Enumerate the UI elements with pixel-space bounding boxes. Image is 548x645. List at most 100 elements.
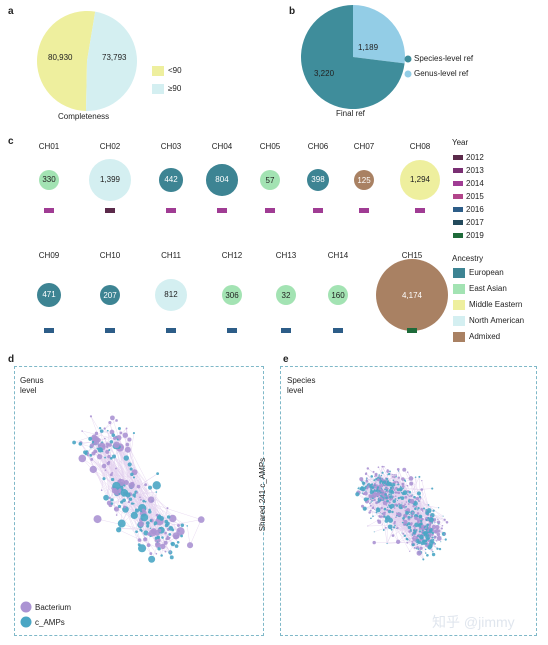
species-net-node xyxy=(372,499,375,501)
genus-net-edge xyxy=(119,447,151,488)
species-net-node xyxy=(440,527,443,530)
genus-net-node xyxy=(97,453,100,457)
species-net-node xyxy=(390,484,393,487)
species-net-node xyxy=(420,522,423,526)
species-net-node xyxy=(385,486,387,489)
genus-net-node xyxy=(116,438,119,441)
species-net-node xyxy=(407,515,411,519)
species-net-node xyxy=(427,539,431,543)
species-net-node xyxy=(378,497,380,499)
species-net-node xyxy=(370,475,374,478)
species-net-node xyxy=(408,511,411,513)
species-net-node xyxy=(383,465,385,468)
species-net-node xyxy=(384,500,386,502)
genus-net-node xyxy=(125,427,128,430)
species-net-node xyxy=(423,530,429,536)
species-net-node xyxy=(409,540,411,542)
species-net-node xyxy=(370,499,373,501)
species-net-node xyxy=(391,473,393,476)
genus-net-node xyxy=(98,426,102,430)
species-net-node xyxy=(402,504,406,508)
species-net-node xyxy=(394,524,396,527)
genus-net-node xyxy=(116,527,122,533)
species-net-node xyxy=(395,539,401,544)
species-net-node xyxy=(397,476,401,479)
species-net-node xyxy=(396,527,397,529)
sample-label-ch09: CH09 xyxy=(38,251,60,260)
species-net-node xyxy=(427,519,429,521)
species-net-node xyxy=(418,514,423,519)
ancestry-label-4: Admixed xyxy=(469,332,501,341)
species-net-node xyxy=(443,518,446,521)
species-net-node xyxy=(391,490,395,494)
genus-net-node xyxy=(109,440,114,444)
species-net-node xyxy=(382,523,383,525)
species-network-title: Species level xyxy=(287,376,316,395)
pie-final-ref-value-2: 1,189 xyxy=(358,43,379,52)
genus-net-node xyxy=(89,453,93,457)
species-net-node xyxy=(414,507,417,511)
species-net-node xyxy=(365,487,369,490)
genus-net-node xyxy=(104,456,107,459)
species-net-node xyxy=(419,546,423,550)
species-net-node xyxy=(406,484,409,487)
genus-net-node xyxy=(144,537,147,540)
sample-label-ch14: CH14 xyxy=(327,251,349,260)
species-net-node xyxy=(377,466,380,468)
species-net-node xyxy=(369,498,371,500)
species-net-node xyxy=(420,507,424,511)
species-net-node xyxy=(400,485,402,488)
sample-year-bar-ch03 xyxy=(166,208,176,213)
genus-net-node xyxy=(146,543,151,548)
species-net-node xyxy=(394,505,396,507)
species-net-node xyxy=(425,511,430,515)
species-net-node xyxy=(363,497,368,502)
species-net-node xyxy=(408,498,410,500)
species-net-node xyxy=(422,558,425,561)
species-net-node xyxy=(428,523,432,526)
species-net-node xyxy=(383,507,387,511)
sample-label-ch13: CH13 xyxy=(275,251,297,260)
species-net-node xyxy=(416,550,422,556)
genus-net-node xyxy=(154,539,158,542)
sample-year-bar-ch09 xyxy=(44,328,54,333)
species-net-node xyxy=(386,506,389,508)
species-net-node xyxy=(386,508,389,512)
species-net-node xyxy=(409,550,411,552)
species-net-node xyxy=(390,497,393,500)
genus-net-node xyxy=(176,527,185,536)
year-swatch-2015 xyxy=(453,194,463,199)
species-net-node xyxy=(417,509,419,511)
genus-net-node xyxy=(81,430,83,432)
species-net-node xyxy=(384,526,387,529)
species-net-node xyxy=(369,483,371,485)
species-net-node xyxy=(366,477,368,479)
species-net-node xyxy=(423,539,427,542)
genus-net-edge xyxy=(123,473,158,497)
species-net-node xyxy=(415,529,417,531)
species-net-node xyxy=(379,515,383,518)
genus-net-node xyxy=(110,498,114,502)
species-net-node xyxy=(363,481,366,485)
sample-year-bar-ch10 xyxy=(105,328,115,333)
species-net-node xyxy=(415,505,418,508)
legend-label-lt90: <90 xyxy=(168,66,182,75)
genus-net-edge xyxy=(94,437,159,538)
genus-net-node xyxy=(152,481,161,490)
genus-net-node xyxy=(93,515,102,524)
year-swatch-2012 xyxy=(453,155,463,160)
species-net-node xyxy=(376,519,380,522)
species-net-node xyxy=(404,480,407,483)
species-net-node xyxy=(373,509,376,511)
genus-net-node xyxy=(109,473,113,477)
pie-final-ref-caption: Final ref xyxy=(336,109,365,118)
species-net-node xyxy=(409,498,415,504)
genus-net-edge xyxy=(129,439,149,546)
species-net-node xyxy=(382,529,385,531)
species-net-node xyxy=(426,553,429,557)
sample-year-bar-ch07 xyxy=(359,208,369,213)
species-net-node xyxy=(383,484,385,486)
genus-net-node xyxy=(148,555,156,563)
species-net-node xyxy=(424,527,427,530)
genus-net-node xyxy=(122,498,126,503)
